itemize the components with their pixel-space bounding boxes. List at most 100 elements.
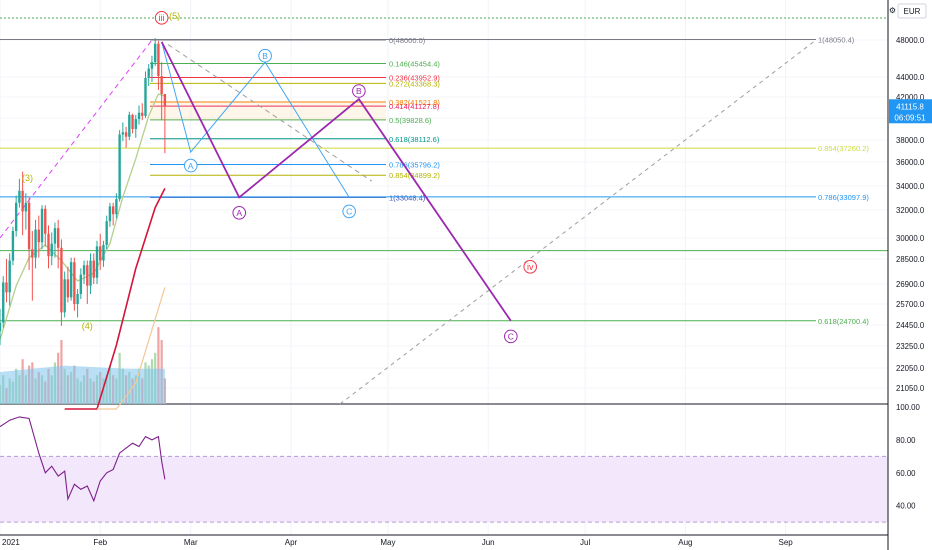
price-axis-tick: 36000.0 [896, 158, 925, 167]
candle-body [92, 260, 95, 278]
fib-extension-label: 1(48050.4) [818, 36, 855, 45]
time-axis-label: Aug [678, 538, 692, 547]
candle-body [153, 43, 157, 63]
candle-body [108, 206, 112, 222]
price-axis-tick: 38000.0 [896, 136, 925, 145]
candle-body [53, 228, 57, 244]
candle-body [34, 229, 37, 258]
elliott-label-circle[interactable] [154, 10, 169, 25]
candle-body [18, 190, 21, 203]
candle-body [37, 229, 40, 243]
wave-blue-label[interactable]: C [346, 207, 352, 217]
time-axis-label: Feb [93, 538, 107, 547]
elliott-label-circle[interactable] [523, 260, 538, 274]
wave-blue-label-circle[interactable] [258, 48, 272, 63]
candle-body [131, 114, 134, 129]
candle-body [128, 114, 131, 137]
currency-label[interactable]: EUR [904, 7, 921, 16]
candle-body [105, 221, 108, 245]
price-axis-tick: 34000.0 [896, 182, 925, 191]
candle-body [40, 208, 44, 243]
candle-body [31, 249, 34, 258]
rsi-band [0, 456, 888, 523]
rsi-line [0, 416, 166, 503]
candle-body [137, 112, 141, 120]
elliott-label[interactable]: iii [159, 13, 165, 23]
sma-50-line [64, 188, 166, 410]
candle-body [8, 260, 11, 293]
candle-body [147, 68, 150, 78]
price-axis-tick: 24450.0 [896, 321, 925, 330]
grey-dotted-trendline [339, 39, 817, 405]
candle-body [115, 199, 118, 215]
wave-purple-label[interactable]: A [236, 208, 242, 218]
elliott-label[interactable]: (4) [82, 321, 93, 331]
volume-ma-area [0, 365, 165, 404]
price-axis-tick: 48000.0 [896, 36, 925, 45]
price-axis-tick: 42000.0 [896, 93, 925, 102]
last-price-tag [889, 99, 932, 124]
currency-box[interactable] [897, 3, 927, 19]
elliott-label[interactable]: iv [527, 262, 534, 272]
moving-averages [0, 93, 166, 410]
last-price-value: 41115.8 [896, 102, 924, 111]
candle-body [50, 243, 53, 257]
candle-body [99, 246, 102, 261]
price-axis-tick: 44000.0 [896, 73, 925, 82]
time-axis-label: May [380, 538, 395, 547]
candle-body [163, 94, 167, 107]
price-axis-tick: 23250.0 [896, 342, 925, 351]
wave-blue-path [161, 41, 350, 198]
candlesticks [0, 38, 167, 346]
candle-body [56, 228, 60, 248]
fib-zone [150, 102, 386, 120]
fib-retracement-label: 0.272(43368.3) [389, 79, 440, 88]
grey-trendline [167, 44, 373, 182]
fib-retracement-label: 0.786(35796.2) [389, 160, 440, 169]
wave-purple-label[interactable]: B [356, 86, 362, 96]
elliott-label[interactable]: (5) [169, 11, 180, 21]
wave-purple-label-circle[interactable] [232, 206, 247, 220]
fibonacci-levels: 0(48000.0)0.146(45454.4)0.236(43952.9)0.… [0, 17, 888, 326]
price-axis-tick: 32000.0 [896, 206, 925, 215]
wave-purple-label-circle[interactable] [352, 84, 366, 98]
wave-blue-label[interactable]: A [188, 161, 194, 171]
price-axis-tick: 21050.0 [896, 384, 925, 393]
wave-blue-label-circle[interactable] [342, 204, 356, 219]
candle-body [124, 132, 128, 137]
candle-body [82, 265, 86, 275]
fib-retracement-label: 0.382(41521.8) [389, 98, 440, 107]
time-axis-label: Mar [184, 538, 198, 547]
candle-body [73, 262, 76, 304]
elliott-label[interactable]: (3) [22, 173, 33, 183]
candle-body [21, 190, 24, 212]
wave-purple-label-circle[interactable] [504, 329, 518, 344]
time-axis-label: Jul [580, 538, 590, 547]
wave-blue-label-circle[interactable] [183, 158, 198, 173]
candle-body [63, 279, 66, 313]
fib-retracement-label: 0.618(38112.6) [389, 135, 440, 144]
price-axis-bg [888, 0, 932, 550]
candle-body [0, 322, 2, 332]
fib-retracement-label: 1(33048.4) [389, 193, 426, 202]
candle-body [76, 294, 79, 304]
last-price-countdown: 06:09:51 [894, 113, 926, 122]
fib-extension-label: 0.786(33097.9) [818, 193, 869, 202]
fib-retracement-label: 0.146(45454.4) [389, 60, 440, 69]
wave-purple-label[interactable]: C [508, 332, 514, 342]
fib-retracement-label: 0.414(41127.8) [389, 102, 440, 111]
rsi-axis-tick: 60.00 [896, 469, 916, 478]
candle-body [111, 206, 115, 215]
time-axis-label: Sep [779, 538, 794, 547]
candle-body [141, 112, 144, 116]
gear-icon[interactable]: ⚙ [889, 6, 896, 15]
trend-lines [0, 39, 817, 405]
price-axis-tick: 28500.0 [896, 255, 925, 264]
rsi-pane [0, 403, 932, 523]
pink-trendline [0, 39, 153, 239]
sma-200-line [97, 287, 166, 410]
volume-bars [0, 327, 166, 404]
wave-blue-label[interactable]: B [262, 51, 268, 61]
